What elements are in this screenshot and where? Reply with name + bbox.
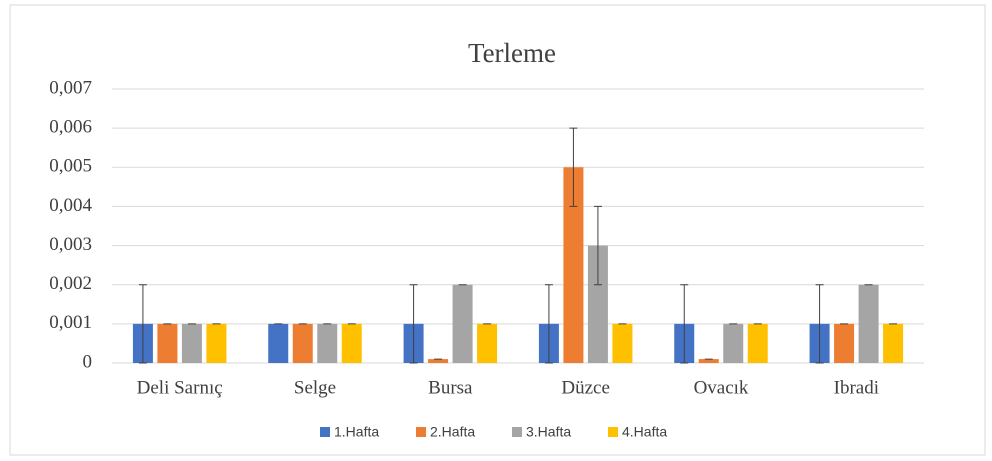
x-tick-label: Ibradi: [834, 377, 879, 398]
legend-swatch: [416, 427, 426, 437]
legend-swatch: [512, 427, 522, 437]
y-tick-label: 0,001: [49, 312, 92, 333]
bar: [563, 167, 584, 363]
legend-swatch: [320, 427, 330, 437]
x-tick-label: Düzce: [561, 377, 610, 398]
bar: [747, 323, 768, 363]
bar: [157, 323, 178, 363]
error-bar: [138, 284, 147, 364]
x-tick-label: Bursa: [428, 377, 473, 398]
y-tick-label: 0,003: [49, 234, 92, 255]
chart-title: Terleme: [468, 38, 556, 68]
bar: [268, 323, 289, 363]
error-bar: [409, 284, 418, 364]
bar: [883, 323, 904, 363]
y-tick-label: 0,007: [49, 77, 92, 98]
error-bar: [680, 284, 689, 364]
y-tick-label: 0: [83, 351, 93, 372]
y-tick-label: 0,005: [49, 156, 92, 177]
bar: [477, 323, 498, 363]
bar: [452, 284, 473, 363]
y-tick-label: 0,004: [49, 195, 92, 216]
y-tick-label: 0,002: [49, 273, 92, 294]
x-tick-label: Ovacık: [694, 377, 749, 398]
error-bar: [544, 284, 553, 364]
bar: [428, 359, 449, 363]
bar: [834, 323, 855, 363]
legend-label: 4.Hafta: [622, 424, 667, 440]
bar: [181, 323, 202, 363]
bar: [206, 323, 227, 363]
bar: [341, 323, 362, 363]
x-tick-label: Selge: [294, 377, 336, 398]
bar: [723, 323, 744, 363]
x-tick-label: Deli Sarnıç: [137, 377, 223, 398]
y-tick-label: 0,006: [49, 117, 92, 138]
chart-border: [9, 4, 986, 456]
bar: [858, 284, 879, 363]
legend-label: 1.Hafta: [334, 424, 379, 440]
legend-label: 2.Hafta: [430, 424, 475, 440]
bar: [317, 323, 338, 363]
legend-label: 3.Hafta: [526, 424, 571, 440]
bar: [292, 323, 313, 363]
legend-swatch: [608, 427, 618, 437]
error-bar: [815, 284, 824, 364]
bar: [698, 359, 719, 363]
bar: [612, 323, 633, 363]
bar: [587, 245, 608, 363]
error-bar: [569, 127, 578, 207]
error-bar: [593, 205, 602, 286]
